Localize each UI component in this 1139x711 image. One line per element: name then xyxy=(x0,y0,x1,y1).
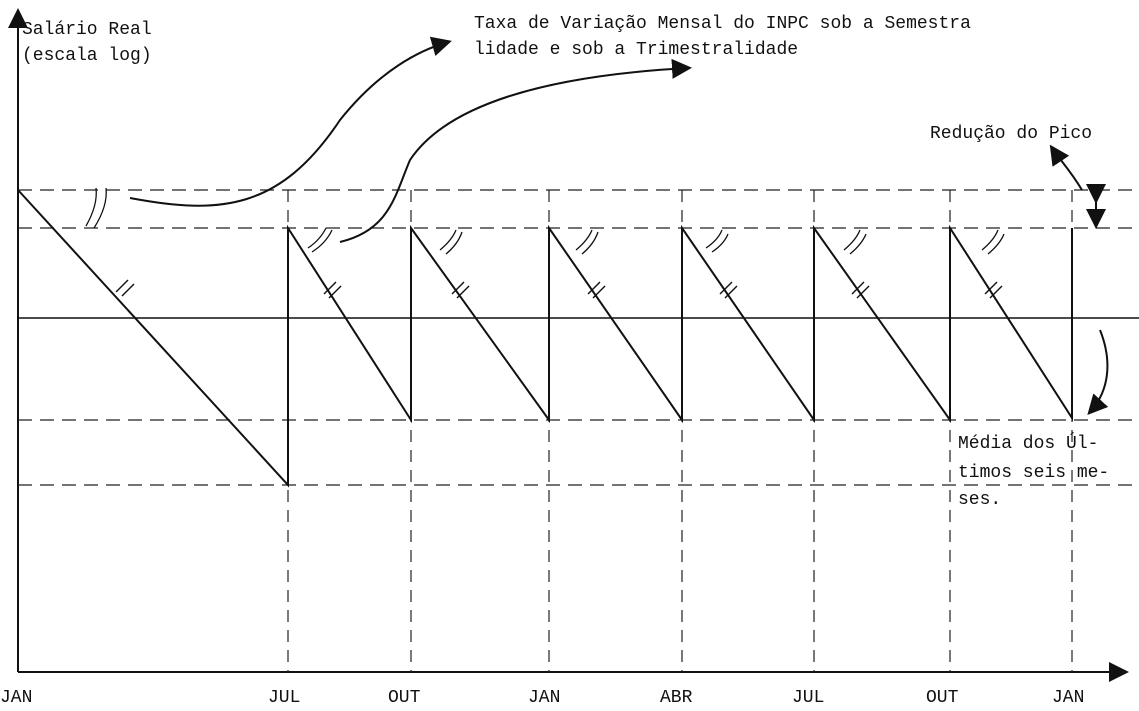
annotation: Redução do Pico xyxy=(930,124,1092,144)
annotation: ses. xyxy=(958,490,1001,510)
x-label: JUL xyxy=(268,688,300,708)
x-label: JAN xyxy=(528,688,560,708)
y-axis-title: Salário Real xyxy=(22,20,152,40)
arrow-semestral xyxy=(129,36,452,207)
annotation: Média dos Úl- xyxy=(958,432,1098,454)
x-label: OUT xyxy=(926,688,959,708)
vertical-guides xyxy=(287,190,1073,672)
arrow-trimestral xyxy=(339,58,692,243)
angle-marks xyxy=(85,187,1005,255)
arrow-average xyxy=(1087,329,1109,415)
y-axis-title: (escala log) xyxy=(22,46,152,66)
annotation: lidade e sob a Trimestralidade xyxy=(474,40,798,60)
x-axis-labels: JAN JUL OUT JAN ABR JUL OUT JAN xyxy=(0,688,1084,708)
x-label: OUT xyxy=(388,688,421,708)
x-label: ABR xyxy=(660,688,693,708)
x-label: JAN xyxy=(0,688,32,708)
annotation: Taxa de Variação Mensal do INPC sob a Se… xyxy=(474,14,971,34)
x-label: JUL xyxy=(792,688,824,708)
annotation: timos seis me- xyxy=(958,463,1109,483)
x-label: JAN xyxy=(1052,688,1084,708)
slope-marks xyxy=(115,279,1003,299)
arrow-peak xyxy=(1049,144,1083,191)
real-wage-path xyxy=(17,189,1073,488)
